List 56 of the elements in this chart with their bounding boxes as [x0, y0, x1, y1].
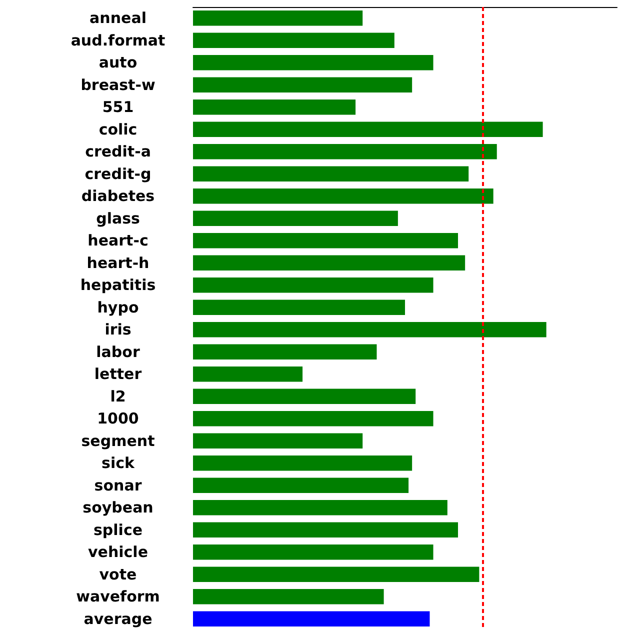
y-tick-label: heart-h: [86, 254, 150, 272]
bar: [193, 611, 430, 626]
bar: [193, 456, 412, 471]
bar: [193, 433, 363, 448]
y-tick-label: vote: [99, 565, 137, 584]
bar: [193, 122, 543, 137]
y-tick-label: splice: [93, 520, 143, 539]
bar: [193, 566, 480, 582]
y-tick-label: anneal: [90, 9, 146, 28]
y-tick-label: breast-w: [80, 76, 156, 94]
bar: [193, 344, 377, 360]
y-tick-label: vehicle: [88, 543, 148, 562]
y-tick-label: sonar: [94, 476, 142, 494]
bar: [193, 166, 469, 182]
bar: [193, 322, 546, 338]
y-tick-label: credit-g: [84, 164, 152, 183]
bar: [193, 500, 448, 516]
y-tick-label: glass: [96, 209, 140, 228]
y-tick-label: iris: [104, 320, 132, 339]
y-tick-label: hypo: [97, 298, 139, 316]
bar: [193, 411, 434, 426]
bar: [193, 100, 356, 115]
y-tick-label: average: [84, 610, 152, 628]
bar: [193, 10, 363, 26]
y-tick-label: 551: [102, 98, 134, 116]
y-tick-label: soybean: [82, 498, 154, 517]
y-tick-label: 1000: [97, 410, 139, 428]
bar: [193, 144, 497, 160]
y-tick-label: labor: [96, 342, 140, 361]
bar: [193, 210, 398, 226]
bar: [193, 278, 434, 293]
bar: [193, 77, 412, 92]
bar: [193, 522, 458, 538]
y-tick-label: sick: [102, 454, 136, 472]
bar: [193, 589, 384, 604]
y-tick-label: diabetes: [81, 187, 155, 206]
bar: [193, 366, 303, 382]
y-tick-label: letter: [94, 365, 142, 384]
bar: [193, 255, 466, 270]
y-tick-label: segment: [81, 432, 155, 450]
bar: [193, 300, 405, 315]
bar: [193, 55, 434, 70]
y-tick-label: hepatitis: [80, 276, 156, 294]
y-tick-label: credit-a: [85, 142, 151, 161]
y-tick-label: colic: [98, 120, 138, 138]
y-tick-label: auto: [98, 54, 138, 72]
y-tick-label: l2: [110, 387, 126, 406]
y-tick-label: waveform: [76, 588, 160, 606]
y-tick-label: aud.format: [70, 31, 166, 50]
y-tick-label: heart-c: [88, 232, 148, 250]
bar: [193, 188, 494, 204]
bar: [193, 32, 394, 48]
bar: [193, 544, 434, 560]
bar: [193, 388, 416, 404]
bar: [193, 478, 409, 493]
bar: [193, 233, 458, 248]
